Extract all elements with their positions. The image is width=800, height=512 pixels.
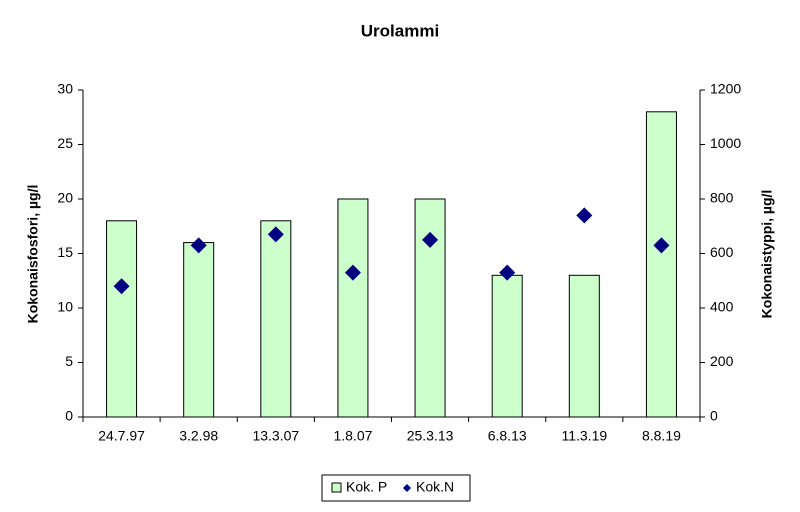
x-tick-label: 11.3.19 bbox=[561, 428, 607, 444]
x-tick-label: 24.7.97 bbox=[98, 428, 145, 444]
bar bbox=[568, 274, 600, 418]
y-tick-label: 10 bbox=[57, 299, 73, 315]
bar bbox=[645, 111, 677, 418]
y-tick-label: 20 bbox=[57, 190, 73, 206]
y-axis-label: Kokonaisfosfori, µg/l bbox=[25, 185, 41, 324]
x-tick-label: 13.3.07 bbox=[252, 428, 299, 444]
bar bbox=[414, 198, 446, 418]
x-tick-label: 3.2.98 bbox=[179, 428, 218, 444]
bar bbox=[106, 220, 138, 418]
y2-tick-label: 1000 bbox=[710, 135, 741, 151]
legend-swatch bbox=[331, 482, 342, 493]
point bbox=[422, 231, 439, 248]
y2-tick-label: 400 bbox=[710, 299, 734, 315]
legend-label: Kok.N bbox=[416, 479, 454, 495]
y-tick-label: 0 bbox=[65, 408, 73, 424]
bar bbox=[260, 220, 292, 418]
x-tick-label: 25.3.13 bbox=[407, 428, 454, 444]
legend-box bbox=[321, 474, 471, 502]
x-tick-label: 8.8.19 bbox=[642, 428, 681, 444]
y2-tick-label: 600 bbox=[710, 244, 734, 260]
point bbox=[576, 207, 593, 224]
chart-title: Urolammi bbox=[361, 21, 439, 40]
point bbox=[267, 226, 284, 243]
point bbox=[653, 237, 670, 254]
point bbox=[344, 264, 361, 281]
point bbox=[499, 264, 516, 281]
legend-swatch bbox=[403, 484, 411, 492]
y2-tick-label: 1200 bbox=[710, 81, 741, 97]
y-tick-label: 15 bbox=[57, 244, 73, 260]
y2-tick-label: 0 bbox=[710, 408, 718, 424]
y2-axis-label: Kokonaistyppi, µg/l bbox=[759, 190, 775, 319]
point bbox=[190, 237, 207, 254]
legend-label: Kok. P bbox=[346, 479, 387, 495]
y-tick-label: 25 bbox=[57, 135, 73, 151]
bar bbox=[491, 274, 523, 418]
x-tick-label: 1.8.07 bbox=[333, 428, 372, 444]
y2-tick-label: 200 bbox=[710, 353, 734, 369]
x-tick-label: 6.8.13 bbox=[488, 428, 527, 444]
y-tick-label: 30 bbox=[57, 81, 73, 97]
bar bbox=[183, 242, 215, 418]
point bbox=[113, 278, 130, 295]
y2-tick-label: 800 bbox=[710, 190, 734, 206]
bar bbox=[337, 198, 369, 418]
y-tick-label: 5 bbox=[65, 353, 73, 369]
